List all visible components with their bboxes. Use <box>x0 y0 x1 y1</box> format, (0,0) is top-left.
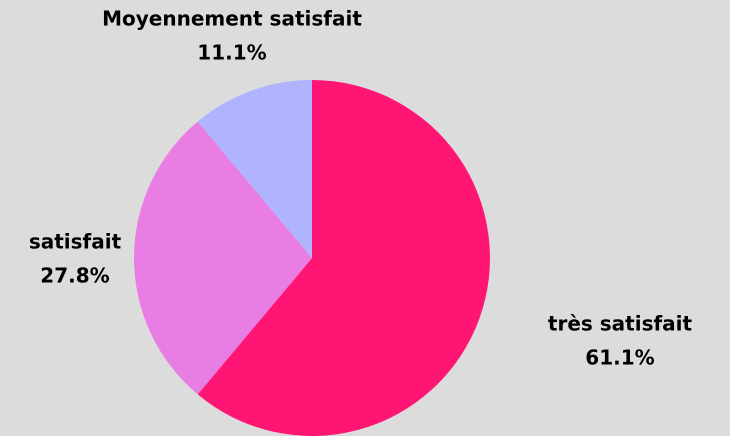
slice-value-label: 61.1% <box>585 346 654 370</box>
slice-label: Moyennement satisfait <box>102 7 362 31</box>
pie-slice <box>197 80 312 258</box>
slice-label: très satisfait <box>548 312 693 336</box>
slice-value-label: 27.8% <box>40 264 109 288</box>
pie-slice <box>134 121 312 395</box>
slice-label: satisfait <box>29 230 122 254</box>
pie-slice <box>197 80 491 436</box>
slice-value-label: 11.1% <box>197 41 266 65</box>
